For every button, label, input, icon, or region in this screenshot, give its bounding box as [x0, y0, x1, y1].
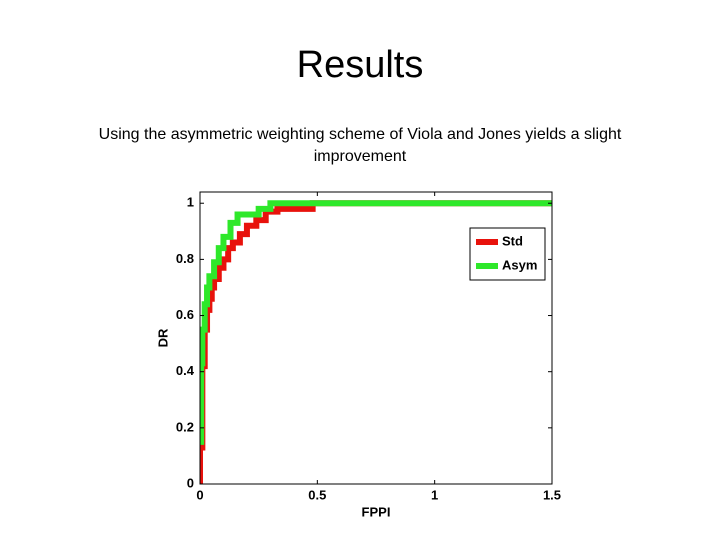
- y-tick-label: 0.8: [176, 251, 194, 266]
- legend-box: [469, 227, 546, 281]
- series-line: [200, 200, 552, 445]
- y-tick-label: 1: [187, 195, 194, 210]
- y-tick-label: 0.4: [176, 363, 195, 378]
- slide-title: Results: [296, 44, 424, 86]
- legend-label: Asym: [502, 257, 537, 272]
- slide-subtitle: Using the asymmetric weighting scheme of…: [98, 126, 622, 165]
- x-tick-label: 0: [196, 487, 203, 502]
- y-tick-label: 0.6: [176, 307, 194, 322]
- y-tick-label: 0.2: [176, 419, 194, 434]
- lines: [200, 200, 552, 484]
- y-tick-label: 0: [187, 475, 194, 490]
- x-tick-label: 1: [431, 487, 438, 502]
- x-axis-label: FPPI: [362, 504, 391, 519]
- plot-frame: [199, 191, 553, 485]
- x-tick-label: 1.5: [543, 487, 561, 502]
- y-axis-label: DR: [155, 328, 170, 347]
- legend-label: Std: [502, 233, 523, 248]
- x-tick-label: 0.5: [308, 487, 326, 502]
